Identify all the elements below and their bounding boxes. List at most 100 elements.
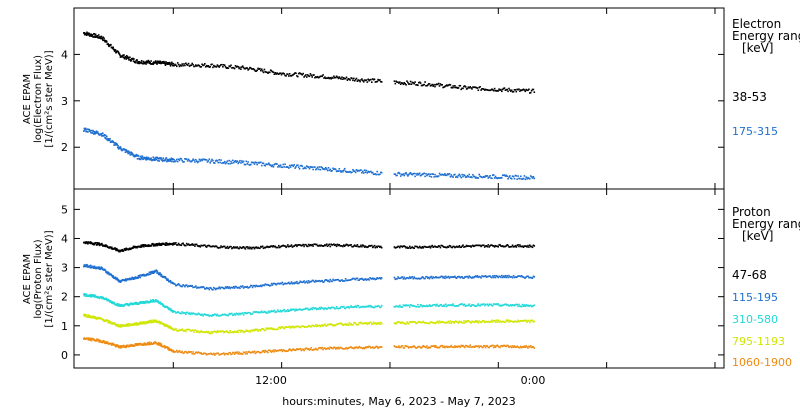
- proton-point: [146, 322, 149, 324]
- proton-point: [126, 323, 128, 325]
- electron-point: [149, 158, 152, 161]
- proton-point: [348, 322, 350, 324]
- proton-point: [437, 346, 440, 349]
- electron-point: [344, 170, 347, 173]
- electron-point: [214, 160, 217, 162]
- electron-point: [230, 160, 232, 163]
- electron-point: [417, 84, 419, 87]
- proton-point: [152, 343, 155, 345]
- electron-point: [258, 68, 260, 70]
- electron-point: [103, 37, 105, 40]
- electron-point: [145, 63, 147, 65]
- proton-point: [223, 331, 225, 334]
- electron-point: [364, 171, 367, 173]
- proton-point: [353, 321, 356, 324]
- proton-point: [302, 308, 304, 311]
- electron-point: [458, 173, 461, 176]
- proton-point: [425, 305, 427, 308]
- proton-point: [304, 282, 306, 284]
- proton-point: [511, 244, 514, 247]
- proton-point: [107, 272, 109, 275]
- proton-point: [380, 245, 382, 248]
- proton-point: [461, 276, 463, 278]
- proton-point: [467, 277, 470, 279]
- proton-point: [110, 246, 112, 249]
- proton-point: [206, 314, 209, 316]
- proton-point: [433, 276, 435, 279]
- proton-point: [371, 244, 373, 247]
- electron-point: [459, 175, 462, 177]
- proton-point: [498, 275, 500, 278]
- electron-point: [478, 173, 480, 176]
- proton-legend-item-310-580: 310-580: [732, 313, 778, 326]
- proton-point: [463, 320, 465, 322]
- proton-point: [105, 341, 108, 343]
- proton-point: [378, 245, 380, 248]
- proton-point: [168, 347, 170, 350]
- proton-point: [87, 339, 90, 341]
- proton-point: [114, 322, 116, 325]
- proton-point: [125, 249, 127, 251]
- proton-point: [436, 320, 439, 323]
- proton-point: [334, 307, 337, 310]
- proton-point: [195, 285, 197, 287]
- proton-point: [213, 287, 216, 290]
- proton-point: [231, 286, 233, 289]
- proton-point: [438, 346, 441, 349]
- proton-point: [431, 304, 434, 307]
- proton-point: [93, 265, 96, 268]
- proton-point: [515, 303, 518, 306]
- proton-point: [225, 287, 228, 289]
- electron-point: [114, 142, 117, 144]
- electron-point: [452, 85, 454, 87]
- proton-point: [253, 284, 256, 287]
- proton-point: [464, 305, 467, 307]
- electron-point: [273, 73, 276, 75]
- electron-point: [90, 132, 92, 134]
- proton-point: [492, 303, 495, 305]
- proton-point: [150, 270, 153, 273]
- proton-point: [465, 244, 468, 247]
- electron-point: [155, 158, 158, 161]
- electron-point: [175, 160, 177, 162]
- proton-point: [125, 303, 128, 305]
- proton-point: [408, 306, 411, 308]
- proton-point: [350, 305, 352, 307]
- proton-point: [487, 275, 490, 278]
- electron-point: [329, 77, 332, 79]
- electron-point: [223, 162, 225, 164]
- electron-point: [303, 167, 305, 170]
- proton-point: [301, 244, 304, 247]
- proton-point: [473, 245, 476, 247]
- proton-point: [202, 353, 204, 355]
- proton-point: [276, 328, 278, 331]
- proton-point: [346, 279, 349, 282]
- proton-point: [298, 281, 301, 284]
- proton-point: [528, 246, 530, 248]
- electron-point: [371, 78, 374, 80]
- electron-point: [453, 86, 455, 89]
- proton-point: [453, 322, 455, 324]
- proton-point: [514, 320, 517, 322]
- proton-point: [520, 245, 523, 248]
- electron-point: [197, 64, 200, 66]
- proton-point: [109, 301, 111, 303]
- electron-point: [497, 90, 499, 92]
- electron-point: [152, 63, 155, 65]
- proton-point: [277, 282, 279, 285]
- electron-point: [312, 74, 314, 76]
- proton-point: [237, 313, 239, 316]
- proton-point: [527, 347, 529, 349]
- electron-point: [114, 50, 116, 53]
- proton-point: [225, 352, 228, 355]
- electron-point: [398, 82, 400, 84]
- proton-point: [180, 244, 183, 247]
- proton-point: [193, 243, 195, 246]
- electron-point: [269, 164, 271, 166]
- proton-point: [219, 330, 221, 332]
- proton-point: [437, 276, 440, 279]
- proton-point: [177, 242, 180, 245]
- proton-point: [263, 329, 266, 332]
- electron-point: [299, 72, 302, 75]
- proton-point: [233, 287, 236, 289]
